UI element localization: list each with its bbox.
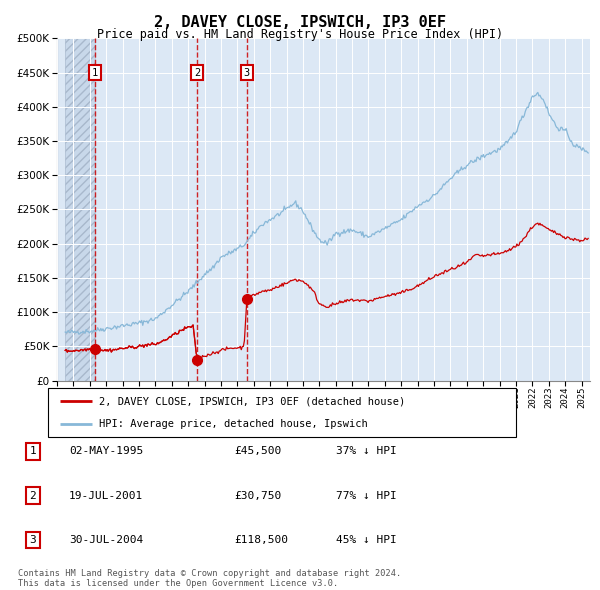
Bar (65, 38, 95, 381)
Text: 37% ↓ HPI: 37% ↓ HPI (336, 447, 397, 456)
Text: 2: 2 (194, 68, 200, 77)
Text: 77% ↓ HPI: 77% ↓ HPI (336, 491, 397, 500)
Text: 1: 1 (29, 447, 37, 456)
FancyBboxPatch shape (48, 388, 516, 437)
Text: 2: 2 (29, 491, 37, 500)
Text: Contains HM Land Registry data © Crown copyright and database right 2024.
This d: Contains HM Land Registry data © Crown c… (18, 569, 401, 588)
Text: £118,500: £118,500 (234, 535, 288, 545)
Text: 3: 3 (244, 68, 250, 77)
Text: 02-MAY-1995: 02-MAY-1995 (69, 447, 143, 456)
Text: 45% ↓ HPI: 45% ↓ HPI (336, 535, 397, 545)
Bar (65, 38, 95, 381)
Text: 2, DAVEY CLOSE, IPSWICH, IP3 0EF: 2, DAVEY CLOSE, IPSWICH, IP3 0EF (154, 15, 446, 30)
Text: 2, DAVEY CLOSE, IPSWICH, IP3 0EF (detached house): 2, DAVEY CLOSE, IPSWICH, IP3 0EF (detach… (100, 396, 406, 407)
Text: 1: 1 (92, 68, 98, 77)
Text: Price paid vs. HM Land Registry's House Price Index (HPI): Price paid vs. HM Land Registry's House … (97, 28, 503, 41)
Text: £30,750: £30,750 (234, 491, 281, 500)
Text: 3: 3 (29, 535, 37, 545)
Text: 19-JUL-2001: 19-JUL-2001 (69, 491, 143, 500)
Text: HPI: Average price, detached house, Ipswich: HPI: Average price, detached house, Ipsw… (100, 418, 368, 428)
Text: £45,500: £45,500 (234, 447, 281, 456)
Text: 30-JUL-2004: 30-JUL-2004 (69, 535, 143, 545)
